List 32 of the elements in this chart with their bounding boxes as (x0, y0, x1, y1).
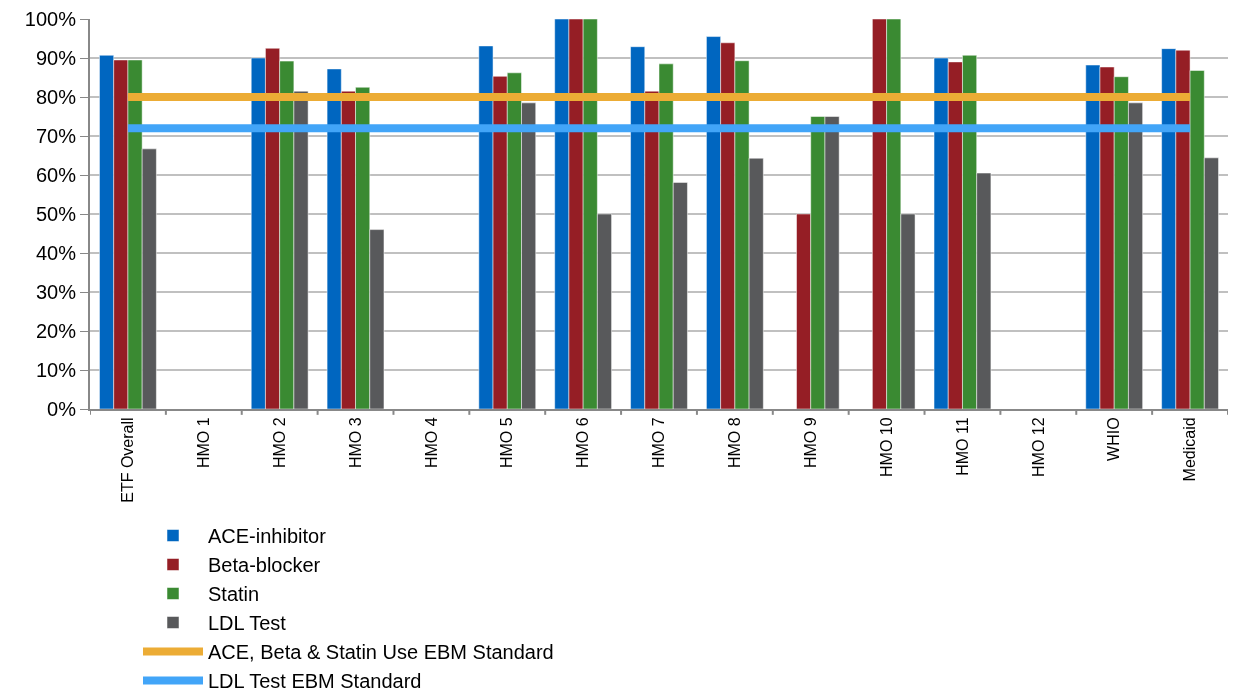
x-tick-label: ETF Overall (119, 417, 137, 503)
x-tick-label: HMO 12 (1029, 417, 1047, 477)
y-tick-label: 90% (35, 47, 77, 69)
x-tick-label: HMO 4 (422, 417, 440, 469)
legend-label: ACE-inhibitor (208, 525, 327, 548)
legend-label: LDL Test EBM Standard (208, 670, 422, 693)
x-tick-label: WHIO (1105, 417, 1123, 461)
x-tick-label: HMO 11 (953, 417, 971, 476)
x-tick-label: HMO 8 (726, 417, 744, 469)
y-tick-label: 100% (24, 8, 77, 30)
x-tick-label: Medicaid (1181, 417, 1199, 482)
legend-label: Beta-blocker (208, 554, 321, 577)
y-tick-label: 20% (35, 320, 77, 342)
x-tick-label: HMO 7 (650, 417, 668, 469)
x-tick-label: HMO 9 (801, 417, 819, 469)
x-tick-label: HMO 10 (877, 417, 895, 477)
y-tick-label: 10% (35, 359, 77, 381)
y-tick-label: 40% (35, 242, 77, 264)
y-tick-label: 30% (35, 281, 77, 303)
legend-label: Statin (208, 583, 260, 606)
x-tick-label: HMO 2 (270, 417, 288, 469)
x-tick-label: HMO 6 (574, 417, 592, 469)
y-tick-label: 70% (35, 125, 77, 147)
y-tick-label: 0% (47, 398, 77, 420)
y-tick-label: 60% (35, 164, 77, 186)
x-tick-label: HMO 3 (346, 417, 364, 469)
legend-label: ACE, Beta & Statin Use EBM Standard (208, 641, 554, 664)
y-tick-label: 80% (35, 86, 77, 108)
x-tick-label: HMO 1 (195, 417, 212, 469)
legend-label: LDL Test (208, 612, 287, 635)
y-tick-label: 50% (35, 203, 77, 225)
x-tick-label: HMO 5 (498, 417, 516, 469)
